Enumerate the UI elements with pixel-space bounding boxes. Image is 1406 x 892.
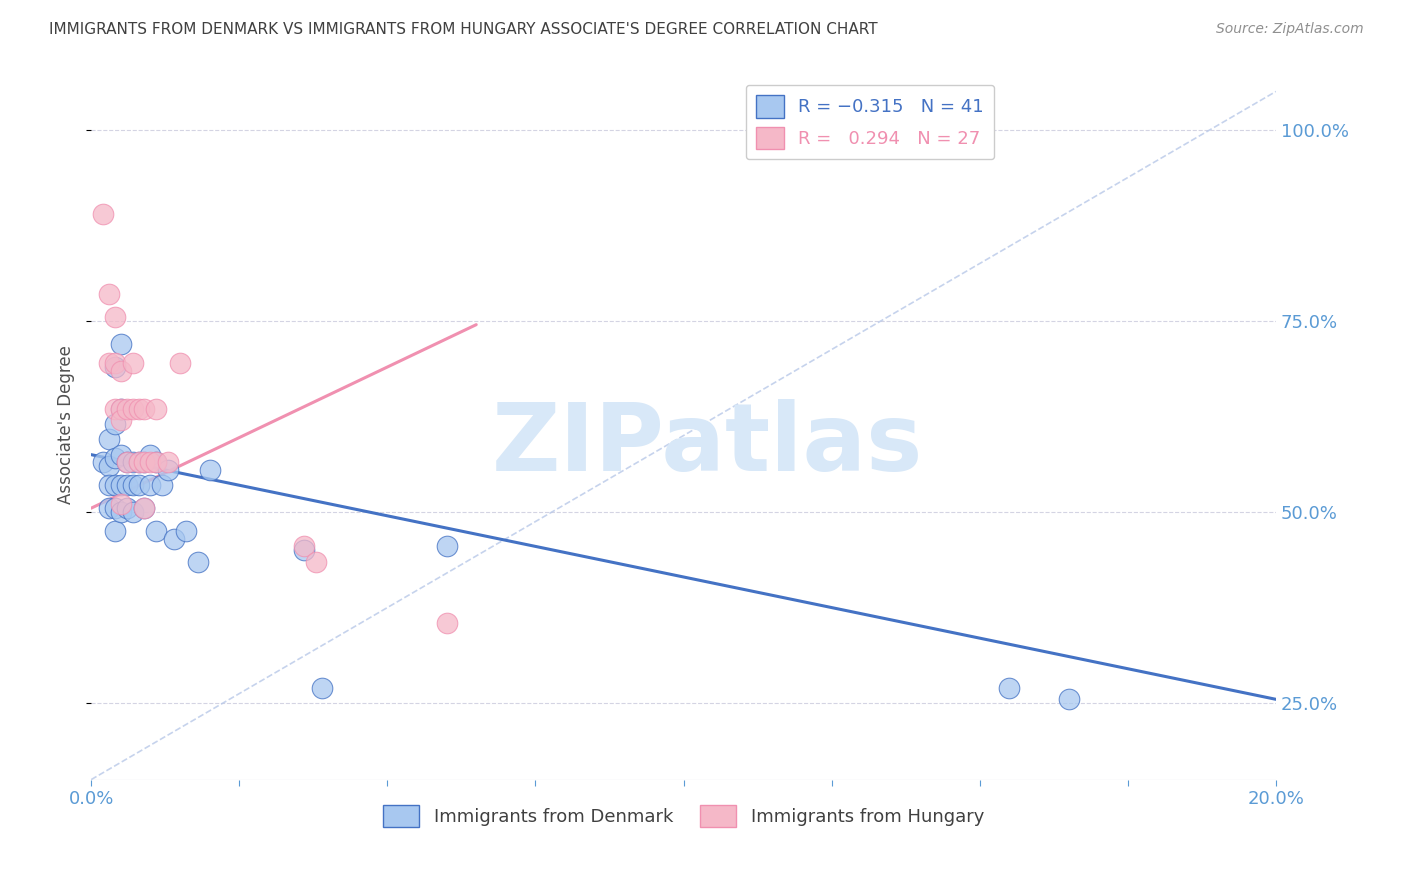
Point [436, 540, 458, 554]
Point [121, 505, 143, 519]
Point [128, 478, 150, 492]
Point [169, 356, 191, 370]
Point [115, 455, 138, 469]
Point [294, 543, 316, 558]
Point [134, 455, 156, 469]
Point [115, 501, 138, 516]
Point [157, 463, 180, 477]
Point [1057, 692, 1080, 706]
Point [104, 359, 127, 374]
Point [110, 336, 132, 351]
Point [145, 455, 167, 469]
Point [294, 540, 316, 554]
Point [104, 524, 127, 538]
Point [104, 401, 127, 416]
Point [139, 448, 162, 462]
Point [104, 478, 127, 492]
Point [134, 455, 156, 469]
Point [115, 478, 138, 492]
Y-axis label: Associate's Degree: Associate's Degree [58, 344, 75, 503]
Point [145, 401, 167, 416]
Point [115, 401, 138, 416]
Point [139, 478, 162, 492]
Text: Source: ZipAtlas.com: Source: ZipAtlas.com [1216, 22, 1364, 37]
Point [121, 356, 143, 370]
Point [91, 455, 114, 469]
Point [311, 681, 333, 695]
Point [198, 463, 221, 477]
Point [97, 356, 120, 370]
Point [134, 401, 156, 416]
Point [115, 455, 138, 469]
Point [436, 615, 458, 630]
Point [110, 448, 132, 462]
Text: ZIPatlas: ZIPatlas [492, 400, 922, 491]
Point [134, 501, 156, 516]
Point [104, 417, 127, 431]
Point [157, 455, 180, 469]
Point [104, 356, 127, 370]
Text: IMMIGRANTS FROM DENMARK VS IMMIGRANTS FROM HUNGARY ASSOCIATE'S DEGREE CORRELATIO: IMMIGRANTS FROM DENMARK VS IMMIGRANTS FR… [49, 22, 877, 37]
Point [91, 207, 114, 221]
Point [110, 478, 132, 492]
Point [305, 555, 328, 569]
Legend: Immigrants from Denmark, Immigrants from Hungary: Immigrants from Denmark, Immigrants from… [375, 798, 991, 835]
Point [174, 524, 197, 538]
Point [187, 555, 209, 569]
Point [134, 501, 156, 516]
Point [97, 478, 120, 492]
Point [110, 505, 132, 519]
Point [110, 363, 132, 377]
Point [150, 478, 173, 492]
Point [97, 287, 120, 301]
Point [104, 451, 127, 466]
Point [121, 401, 143, 416]
Point [145, 524, 167, 538]
Point [110, 401, 132, 416]
Point [139, 455, 162, 469]
Point [104, 501, 127, 516]
Point [128, 455, 150, 469]
Point [121, 478, 143, 492]
Point [121, 455, 143, 469]
Point [97, 501, 120, 516]
Point [998, 681, 1021, 695]
Point [128, 401, 150, 416]
Point [145, 455, 167, 469]
Point [104, 310, 127, 324]
Point [110, 401, 132, 416]
Point [110, 413, 132, 427]
Point [97, 459, 120, 474]
Point [110, 497, 132, 511]
Point [128, 455, 150, 469]
Point [163, 532, 186, 546]
Point [97, 433, 120, 447]
